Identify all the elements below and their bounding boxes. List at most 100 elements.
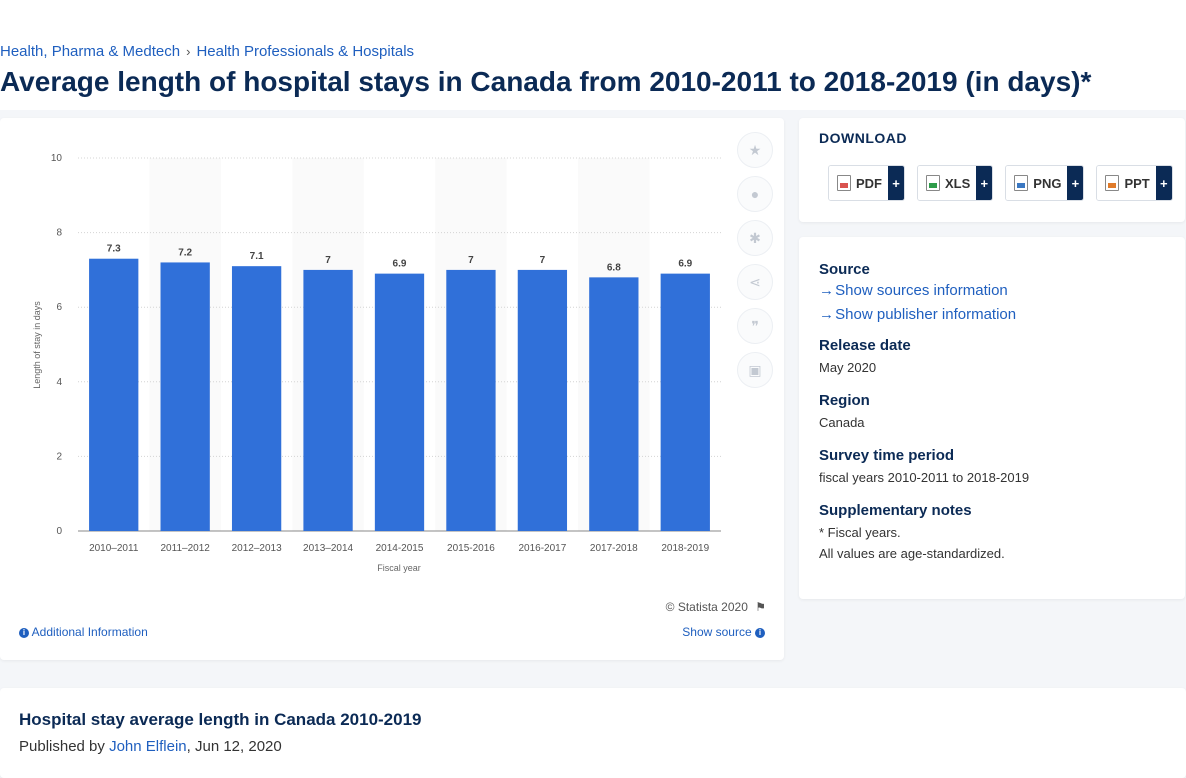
survey-period-heading: Survey time period bbox=[819, 447, 955, 464]
data-label: 7 bbox=[325, 255, 331, 266]
arrow-right-icon: → bbox=[819, 282, 834, 299]
ppt-file-icon bbox=[1105, 175, 1120, 191]
ppt-label: PPT bbox=[1124, 175, 1150, 191]
print-icon[interactable]: ▣ bbox=[737, 352, 773, 388]
star-icon[interactable]: ★ bbox=[737, 132, 773, 168]
data-label: 7.3 bbox=[107, 244, 121, 255]
additional-information-link[interactable]: i Additional Information bbox=[19, 625, 148, 639]
data-label: 7.2 bbox=[178, 247, 192, 258]
release-date-value: May 2020 bbox=[819, 360, 877, 375]
bars bbox=[89, 258, 710, 531]
x-tick-label: 2015-2016 bbox=[447, 543, 495, 554]
x-tick-label: 2010–2011 bbox=[89, 543, 139, 554]
article-byline: Published by John Elflein, Jun 12, 2020 bbox=[19, 738, 282, 755]
breadcrumb-separator: › bbox=[186, 44, 191, 59]
y-tick-label: 10 bbox=[51, 153, 63, 164]
data-label: 6.9 bbox=[678, 259, 692, 270]
breadcrumb: Health, Pharma & Medtech › Health Professi… bbox=[0, 43, 414, 60]
download-png-button[interactable]: PNG + bbox=[1005, 165, 1085, 201]
xls-label: XLS bbox=[945, 175, 971, 191]
download-ppt-button[interactable]: PPT + bbox=[1096, 165, 1173, 201]
show-source-label: Show source bbox=[682, 625, 752, 639]
download-xls-button[interactable]: XLS + bbox=[917, 165, 994, 201]
bar[interactable] bbox=[231, 266, 282, 531]
png-file-icon bbox=[1014, 175, 1029, 191]
region-heading: Region bbox=[819, 392, 870, 409]
x-tick-label: 2012–2013 bbox=[232, 543, 282, 554]
x-axis-ticks: 2010–2011 2011–2012 2012–2013 2013–2014 2014… bbox=[89, 543, 710, 554]
show-sources-label: Show sources information bbox=[835, 282, 1008, 299]
show-source-link[interactable]: Show source i bbox=[682, 625, 765, 639]
x-tick-label: 2017-2018 bbox=[590, 543, 638, 554]
download-card: DOWNLOAD PDF + XLS + PNG + PPT + bbox=[799, 118, 1185, 222]
author-link[interactable]: John Elflein bbox=[109, 738, 187, 755]
x-tick-label: 2013–2014 bbox=[303, 543, 353, 554]
x-axis-label: Fiscal year bbox=[377, 563, 421, 573]
bar[interactable] bbox=[589, 277, 639, 531]
bell-icon[interactable]: ● bbox=[737, 176, 773, 212]
pdf-file-icon bbox=[837, 175, 851, 191]
bar[interactable] bbox=[660, 273, 710, 531]
y-tick-label: 8 bbox=[56, 228, 62, 239]
y-tick-label: 2 bbox=[56, 451, 62, 462]
data-label: 7 bbox=[468, 255, 474, 266]
breadcrumb-item-hospitals[interactable]: Health Professionals & Hospitals bbox=[196, 43, 415, 60]
breadcrumb-item-health[interactable]: Health, Pharma & Medtech bbox=[0, 43, 181, 60]
x-tick-label: 2014-2015 bbox=[376, 543, 424, 554]
show-publisher-label: Show publisher information bbox=[835, 306, 1017, 323]
show-sources-link[interactable]: → Show sources information bbox=[819, 279, 1169, 303]
published-prefix: Published by bbox=[19, 738, 105, 755]
supplementary-note-1: * Fiscal years. bbox=[819, 525, 901, 540]
plus-icon: + bbox=[1155, 166, 1172, 200]
data-label: 7.1 bbox=[250, 251, 264, 262]
article-title: Hospital stay average length in Canada 2… bbox=[19, 710, 422, 729]
plus-icon: + bbox=[1067, 166, 1084, 200]
y-axis-label: Length of stay in days bbox=[32, 301, 42, 389]
source-heading: Source bbox=[819, 261, 870, 278]
credit-text: © Statista 2020 bbox=[665, 600, 748, 614]
bar[interactable] bbox=[446, 269, 496, 531]
plus-icon: + bbox=[888, 166, 904, 200]
info-icon: i bbox=[19, 627, 29, 638]
x-tick-label: 2018-2019 bbox=[661, 543, 709, 554]
plus-icon: + bbox=[976, 166, 993, 200]
bar[interactable] bbox=[89, 258, 139, 531]
y-tick-label: 0 bbox=[56, 526, 62, 537]
chart-card: 0 2 4 6 8 10 7.3 7.2 7.1 7 6.9 7 7 6.8 6.9 2010–2011 2… bbox=[0, 118, 784, 660]
supplementary-note-2: All values are age-standardized. bbox=[819, 546, 1005, 561]
png-label: PNG bbox=[1033, 175, 1062, 191]
xls-file-icon bbox=[926, 175, 940, 191]
quote-icon[interactable]: ❞ bbox=[737, 308, 773, 344]
bar[interactable] bbox=[303, 269, 353, 531]
show-publisher-link[interactable]: → Show publisher information bbox=[819, 303, 1169, 327]
share-icon[interactable]: ⋖ bbox=[737, 264, 773, 300]
metadata-card: Source → Show sources information → Show… bbox=[799, 237, 1185, 599]
bar[interactable] bbox=[160, 262, 210, 531]
data-label: 6.8 bbox=[607, 262, 621, 273]
pdf-label: PDF bbox=[856, 175, 882, 191]
header-background bbox=[0, 0, 1186, 110]
statista-credit: © Statista 2020 ⚑ bbox=[666, 600, 766, 614]
y-tick-label: 6 bbox=[56, 302, 62, 313]
published-date: , Jun 12, 2020 bbox=[186, 738, 282, 755]
chart-toolbar: ★ ● ✱ ⋖ ❞ ▣ bbox=[737, 132, 773, 396]
flag-icon[interactable]: ⚑ bbox=[755, 600, 766, 614]
gear-icon[interactable]: ✱ bbox=[737, 220, 773, 256]
y-tick-label: 4 bbox=[56, 377, 62, 388]
download-buttons: PDF + XLS + PNG + PPT + bbox=[828, 165, 1173, 201]
region-value: Canada bbox=[819, 415, 865, 430]
survey-period-value: fiscal years 2010-2011 to 2018-2019 bbox=[819, 470, 1030, 485]
info-icon: i bbox=[755, 627, 765, 638]
y-axis-ticks: 0 2 4 6 8 10 bbox=[51, 153, 63, 537]
download-title: DOWNLOAD bbox=[819, 130, 907, 146]
bar[interactable] bbox=[517, 269, 568, 531]
data-labels: 7.3 7.2 7.1 7 6.9 7 7 6.8 6.9 bbox=[107, 244, 693, 274]
page-title: Average length of hospital stays in Cana… bbox=[0, 66, 1092, 97]
bar[interactable] bbox=[374, 273, 425, 531]
data-label: 7 bbox=[540, 255, 546, 266]
download-pdf-button[interactable]: PDF + bbox=[828, 165, 905, 201]
supplementary-notes-heading: Supplementary notes bbox=[819, 502, 972, 519]
article-card: Hospital stay average length in Canada 2… bbox=[0, 688, 1186, 778]
x-tick-label: 2011–2012 bbox=[161, 543, 211, 554]
